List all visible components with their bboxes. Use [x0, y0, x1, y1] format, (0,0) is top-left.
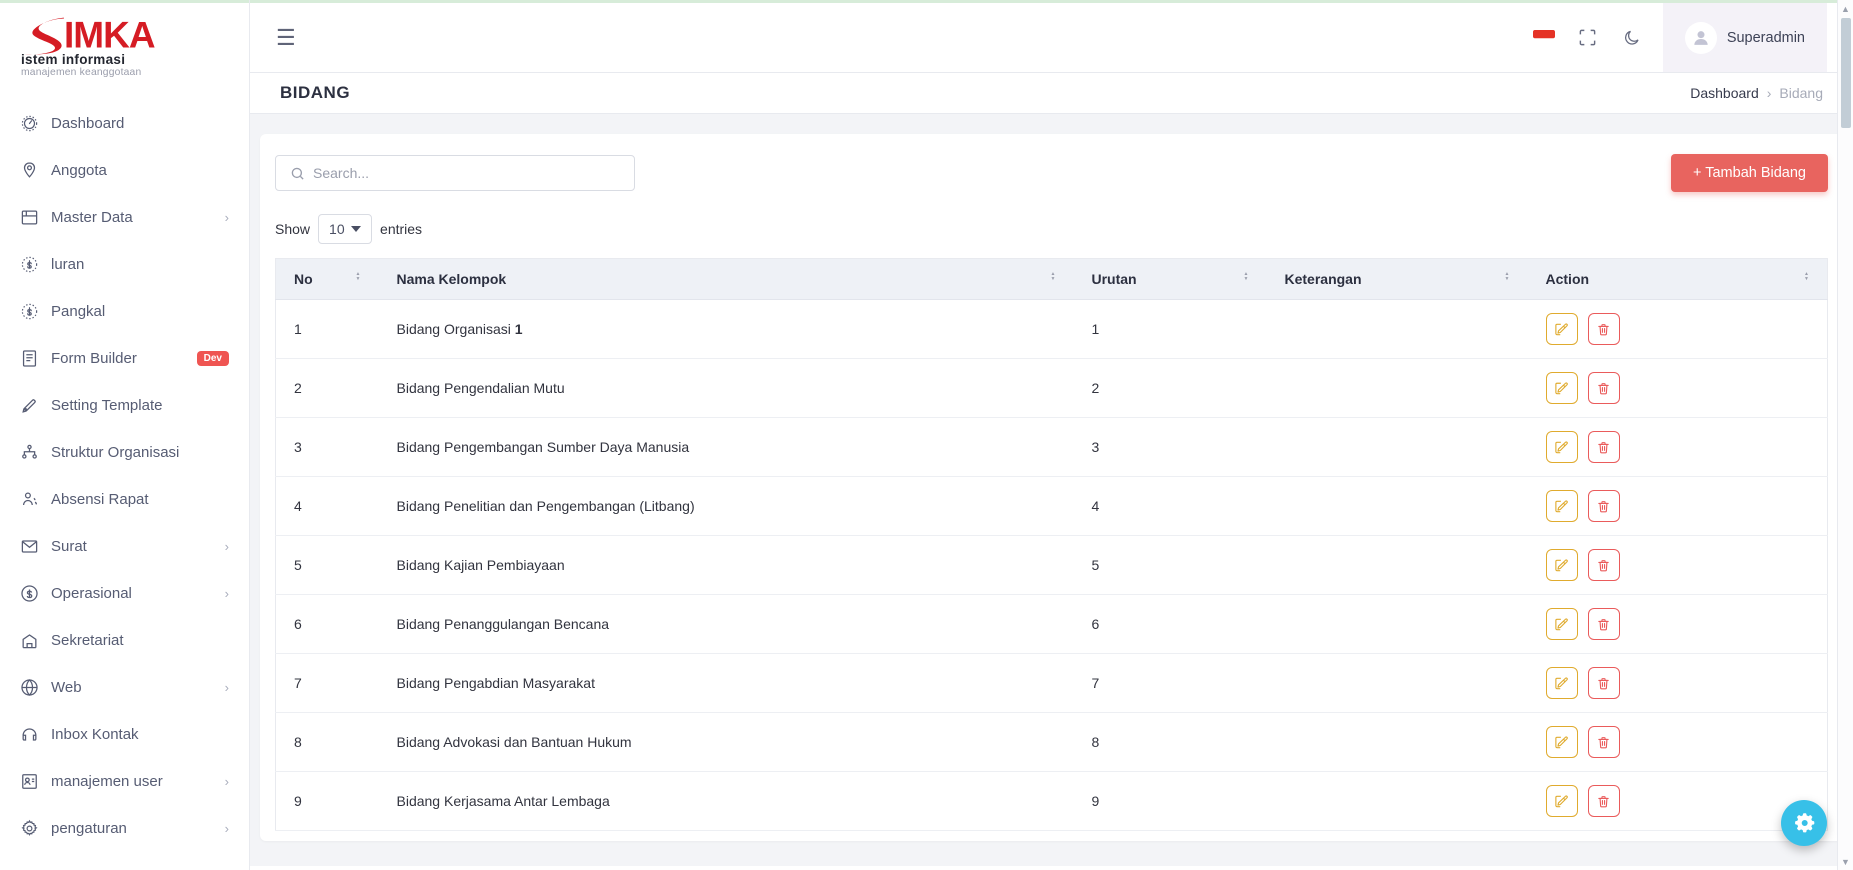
svg-text:manajemen keanggotaan: manajemen keanggotaan [21, 67, 141, 78]
svg-text:IMKA: IMKA [64, 17, 155, 56]
svg-text:istem informasi: istem informasi [21, 52, 125, 67]
